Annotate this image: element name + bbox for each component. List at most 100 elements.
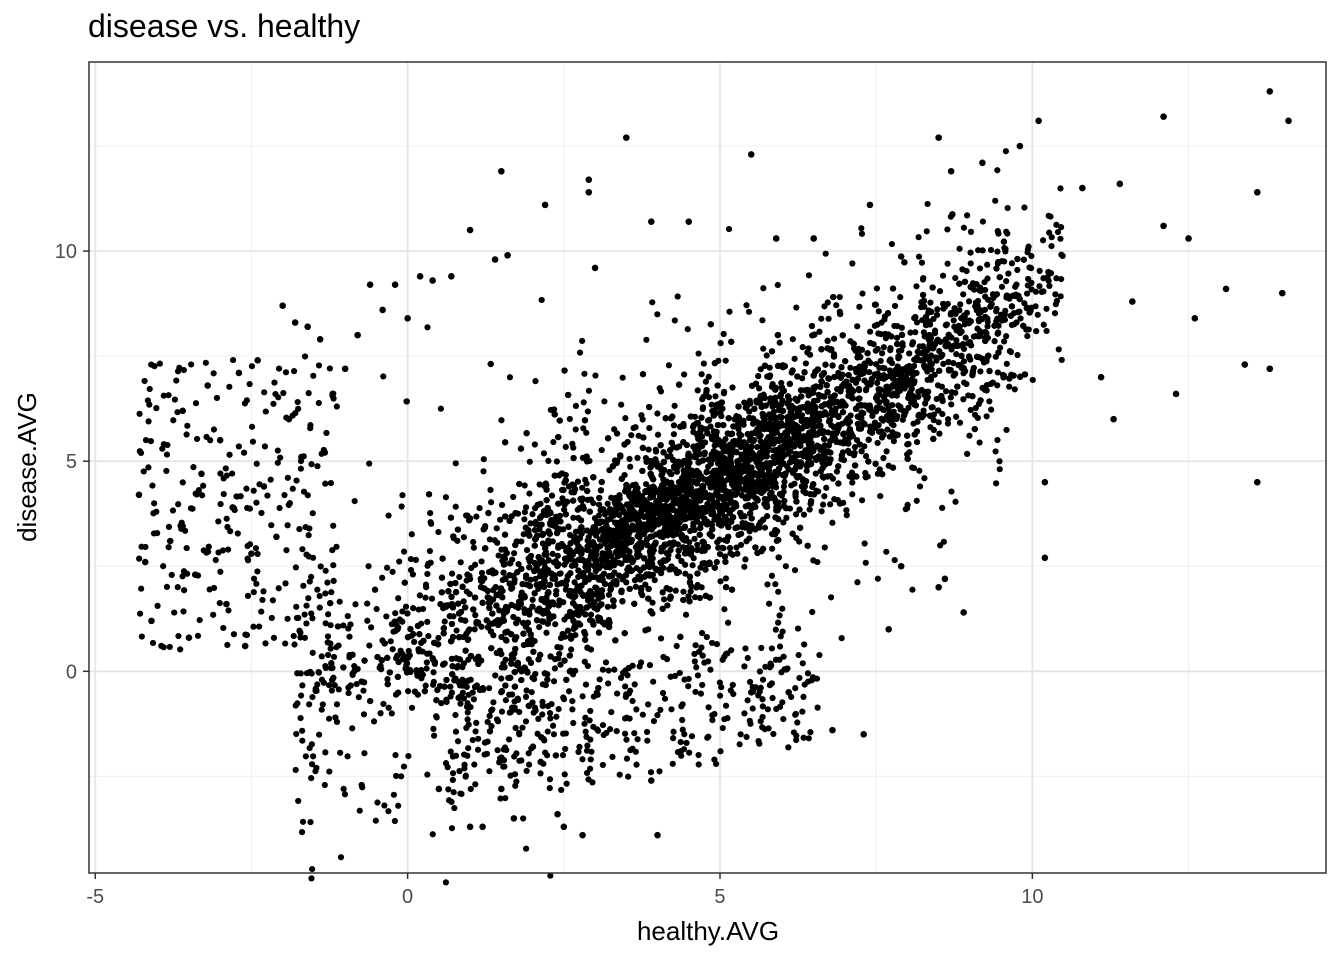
data-point: [586, 617, 594, 624]
data-point: [856, 303, 863, 310]
data-point: [776, 339, 783, 346]
data-point: [556, 597, 563, 604]
data-point: [797, 387, 805, 394]
data-point: [696, 594, 704, 602]
data-point: [452, 589, 460, 596]
data-point: [543, 629, 550, 636]
data-point: [861, 540, 868, 547]
data-point: [847, 412, 854, 419]
data-point: [534, 501, 541, 508]
data-point: [742, 556, 749, 563]
data-point: [803, 467, 810, 474]
data-point: [457, 559, 464, 566]
data-point: [318, 653, 325, 660]
data-point: [708, 401, 715, 408]
data-point: [942, 388, 950, 395]
data-point: [529, 596, 536, 603]
data-point: [950, 317, 957, 324]
data-point: [399, 608, 406, 615]
data-point: [827, 501, 834, 508]
data-point: [550, 678, 558, 685]
data-point: [529, 603, 536, 610]
data-point: [960, 396, 967, 403]
data-point: [554, 552, 561, 559]
data-point: [510, 550, 518, 557]
data-point: [823, 484, 830, 491]
data-point: [496, 607, 503, 614]
data-point: [645, 446, 652, 453]
data-point: [734, 550, 741, 557]
data-point: [538, 521, 545, 528]
data-point: [562, 443, 569, 450]
data-point: [632, 583, 639, 590]
data-point: [858, 346, 866, 353]
data-point: [593, 551, 600, 558]
data-point: [800, 511, 808, 518]
data-point: [780, 483, 788, 490]
data-point: [605, 591, 613, 599]
data-point: [402, 603, 410, 610]
data-point: [673, 444, 680, 451]
data-point: [412, 556, 420, 564]
data-point: [654, 431, 662, 438]
data-point: [761, 524, 769, 531]
data-point: [769, 545, 776, 552]
data-point: [564, 627, 572, 634]
data-point: [329, 664, 336, 672]
data-point: [401, 579, 408, 586]
data-point: [976, 439, 983, 446]
data-point: [566, 531, 574, 539]
data-point: [821, 435, 828, 443]
data-point: [712, 393, 719, 400]
data-point: [893, 334, 901, 341]
data-point: [614, 690, 621, 697]
data-point: [705, 394, 713, 401]
data-point: [447, 514, 455, 521]
data-point: [746, 397, 753, 404]
data-point: [471, 626, 478, 633]
data-point: [689, 562, 696, 569]
data-point: [695, 350, 702, 357]
data-point: [697, 439, 705, 446]
data-point: [754, 443, 761, 451]
data-point: [884, 426, 891, 433]
data-point: [802, 360, 810, 367]
data-point: [675, 553, 682, 560]
data-point: [380, 700, 387, 708]
data-point: [755, 373, 762, 380]
data-point: [536, 623, 543, 631]
data-point: [804, 542, 811, 549]
data-point: [782, 563, 789, 570]
data-point: [642, 581, 649, 588]
data-point: [559, 495, 566, 502]
data-point: [680, 588, 687, 595]
data-point: [830, 293, 837, 301]
data-point: [570, 600, 577, 607]
data-point: [703, 468, 710, 475]
data-point: [526, 490, 533, 497]
data-point: [449, 570, 456, 577]
data-point: [967, 260, 974, 267]
data-point: [364, 600, 371, 607]
data-point: [566, 652, 573, 659]
data-point: [521, 516, 528, 523]
data-point: [716, 550, 724, 558]
data-point: [855, 395, 862, 402]
data-point: [714, 382, 721, 389]
data-point: [403, 398, 410, 405]
data-point: [715, 454, 722, 461]
data-point: [657, 635, 665, 642]
data-point: [1023, 290, 1031, 297]
data-point: [536, 568, 543, 575]
data-point: [618, 560, 625, 567]
data-point: [668, 439, 675, 446]
data-point: [574, 478, 582, 485]
data-point: [939, 504, 946, 511]
data-point: [562, 582, 570, 589]
data-point: [548, 492, 556, 499]
data-point: [532, 378, 539, 385]
data-point: [702, 566, 709, 573]
data-point: [849, 479, 856, 486]
data-point: [387, 638, 394, 645]
data-point: [947, 394, 954, 401]
